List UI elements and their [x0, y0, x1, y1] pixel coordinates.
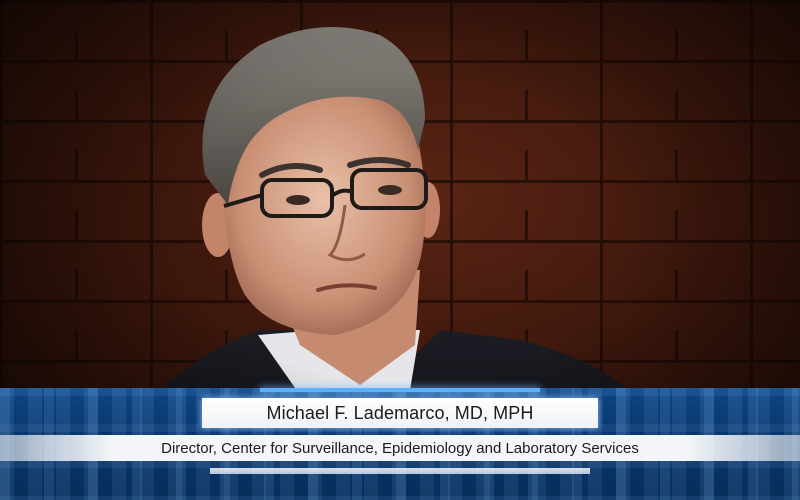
lower-third-underline — [210, 468, 590, 474]
name-bar: Michael F. Lademarco, MD, MPH — [202, 398, 598, 428]
name-bar-accent — [260, 388, 540, 392]
title-bar: Director, Center for Surveillance, Epide… — [0, 435, 800, 461]
speaker-title: Director, Center for Surveillance, Epide… — [161, 439, 639, 457]
speaker-name: Michael F. Lademarco, MD, MPH — [266, 402, 534, 423]
lower-third: Michael F. Lademarco, MD, MPH Director, … — [0, 388, 800, 500]
